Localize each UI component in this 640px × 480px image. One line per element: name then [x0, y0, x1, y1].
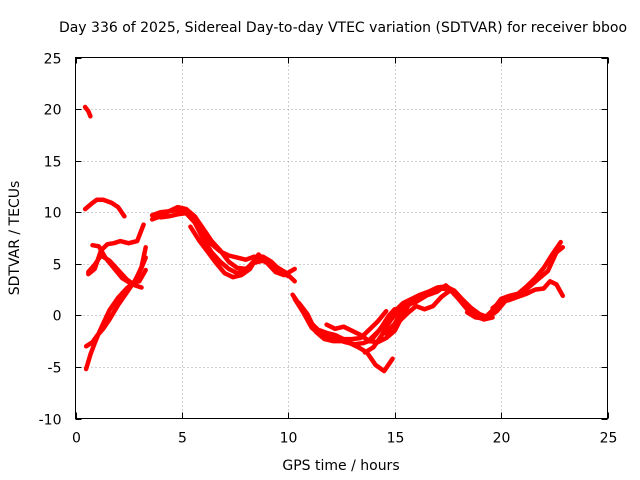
x-tick-label: 0: [72, 431, 81, 447]
ticks: [75, 57, 609, 420]
y-tick-label: 20: [44, 103, 62, 119]
series-line-arc-7: [86, 253, 144, 290]
plot-frame: [75, 57, 608, 419]
series-line-arc-2: [82, 197, 127, 219]
y-tick-label: 0: [53, 309, 62, 325]
series-line-arc-10: [158, 210, 297, 284]
x-tick-label: 15: [387, 431, 405, 447]
y-axis-label: SDTVAR / TECUs: [7, 181, 23, 296]
chart-title: Day 336 of 2025, Sidereal Day-to-day VTE…: [59, 20, 627, 36]
series-line-arc-1: [82, 104, 93, 119]
grid: [75, 57, 608, 419]
series-line-arc-14: [296, 300, 395, 374]
y-tick-labels: -10 -5 0 5 10 15 20 25: [39, 52, 62, 429]
x-tick-labels: 0 5 10 15 20 25: [72, 431, 617, 447]
y-tick-label: -5: [48, 361, 62, 377]
x-tick-label: 25: [600, 431, 618, 447]
y-tick-label: 5: [53, 258, 62, 274]
x-tick-label: 5: [178, 431, 187, 447]
x-tick-label: 20: [493, 431, 511, 447]
series-line-arc-17: [366, 284, 508, 343]
y-tick-label: 10: [44, 206, 62, 222]
series-line-arc-20: [464, 239, 563, 321]
series-line-arc-4: [83, 255, 148, 349]
y-tick-label: 15: [44, 155, 62, 171]
data-series: [82, 104, 566, 374]
x-axis-label: GPS time / hours: [282, 458, 399, 474]
series-line-arc-19: [396, 288, 453, 324]
y-tick-label: 25: [44, 52, 62, 68]
series-line-arc-11: [188, 224, 297, 280]
y-tick-label: -10: [39, 413, 62, 429]
series-line-arc-22: [503, 245, 566, 304]
x-tick-label: 10: [280, 431, 298, 447]
